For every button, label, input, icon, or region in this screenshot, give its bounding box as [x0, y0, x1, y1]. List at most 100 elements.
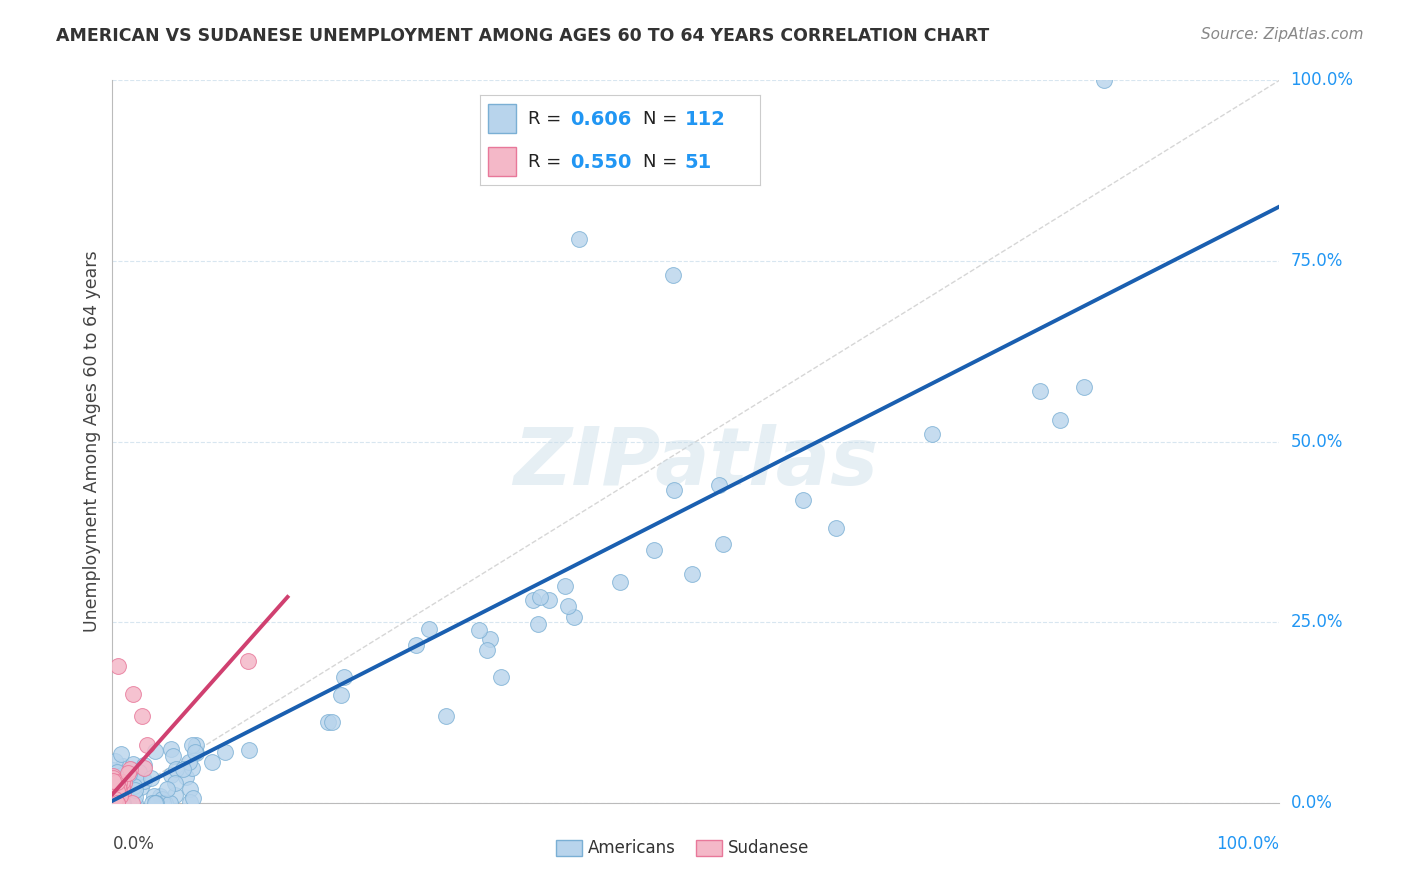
- Point: [434, 709, 457, 723]
- Point: [103, 796, 125, 810]
- Point: [125, 774, 148, 789]
- Point: [509, 160, 531, 174]
- Point: [104, 796, 127, 810]
- Point: [104, 796, 127, 810]
- Point: [107, 781, 129, 796]
- Point: [101, 796, 124, 810]
- Point: [159, 796, 181, 810]
- Point: [104, 754, 127, 768]
- Point: [316, 714, 339, 729]
- Point: [110, 747, 132, 761]
- Point: [107, 658, 129, 673]
- Point: [522, 593, 544, 607]
- Point: [103, 796, 125, 810]
- Point: [105, 796, 128, 810]
- Text: 100.0%: 100.0%: [1291, 71, 1354, 89]
- Point: [554, 578, 576, 592]
- FancyBboxPatch shape: [555, 840, 582, 856]
- Point: [134, 761, 156, 775]
- Point: [643, 542, 665, 557]
- Point: [662, 483, 685, 498]
- Point: [160, 768, 183, 782]
- Text: Americans: Americans: [588, 838, 675, 856]
- Point: [150, 792, 173, 806]
- Point: [1049, 413, 1071, 427]
- Point: [101, 796, 124, 810]
- Point: [117, 796, 139, 810]
- Point: [184, 745, 207, 759]
- Point: [165, 775, 187, 789]
- Point: [101, 796, 124, 810]
- Point: [104, 796, 127, 810]
- Point: [156, 782, 179, 797]
- Point: [124, 796, 146, 810]
- Point: [105, 791, 128, 805]
- Point: [111, 780, 134, 795]
- Point: [122, 687, 145, 701]
- Point: [333, 670, 356, 684]
- Point: [105, 796, 128, 810]
- Point: [128, 765, 150, 780]
- Point: [201, 755, 224, 769]
- Point: [101, 796, 124, 810]
- Point: [108, 776, 131, 790]
- Point: [104, 781, 127, 796]
- Text: 75.0%: 75.0%: [1291, 252, 1343, 270]
- Point: [562, 610, 585, 624]
- Point: [145, 796, 167, 810]
- Point: [132, 758, 155, 772]
- Point: [1029, 384, 1052, 398]
- Point: [118, 766, 141, 780]
- Point: [145, 796, 167, 810]
- Point: [118, 762, 141, 776]
- Point: [538, 592, 561, 607]
- Point: [103, 794, 125, 808]
- Point: [792, 493, 814, 508]
- Point: [153, 796, 176, 810]
- Point: [238, 743, 260, 757]
- Text: Source: ZipAtlas.com: Source: ZipAtlas.com: [1201, 27, 1364, 42]
- Point: [405, 639, 427, 653]
- Point: [101, 792, 124, 806]
- Point: [143, 796, 166, 810]
- Text: AMERICAN VS SUDANESE UNEMPLOYMENT AMONG AGES 60 TO 64 YEARS CORRELATION CHART: AMERICAN VS SUDANESE UNEMPLOYMENT AMONG …: [56, 27, 990, 45]
- Point: [101, 769, 124, 783]
- Point: [107, 788, 129, 802]
- Point: [711, 537, 734, 551]
- Point: [101, 773, 124, 788]
- Point: [162, 748, 184, 763]
- Point: [180, 761, 202, 775]
- Point: [107, 780, 129, 794]
- Point: [921, 427, 943, 442]
- Point: [1094, 73, 1116, 87]
- Point: [103, 796, 125, 810]
- Point: [104, 783, 127, 797]
- Text: ZIPatlas: ZIPatlas: [513, 425, 879, 502]
- Point: [101, 791, 124, 805]
- Point: [136, 738, 159, 752]
- Point: [104, 791, 127, 805]
- Point: [112, 785, 135, 799]
- Point: [181, 790, 204, 805]
- Point: [101, 786, 124, 800]
- Point: [101, 796, 124, 810]
- Point: [489, 670, 512, 684]
- Point: [111, 796, 134, 810]
- Point: [111, 796, 134, 810]
- Point: [104, 796, 127, 810]
- Point: [177, 755, 200, 769]
- Point: [101, 796, 124, 810]
- Point: [557, 599, 579, 613]
- Point: [124, 789, 146, 804]
- Text: 25.0%: 25.0%: [1291, 613, 1343, 632]
- Point: [101, 784, 124, 798]
- Point: [107, 796, 129, 810]
- Point: [179, 795, 201, 809]
- Point: [103, 796, 125, 810]
- Point: [172, 762, 194, 776]
- Point: [111, 759, 134, 773]
- Point: [479, 632, 502, 647]
- Point: [143, 789, 166, 804]
- Point: [105, 796, 128, 810]
- Point: [568, 232, 591, 246]
